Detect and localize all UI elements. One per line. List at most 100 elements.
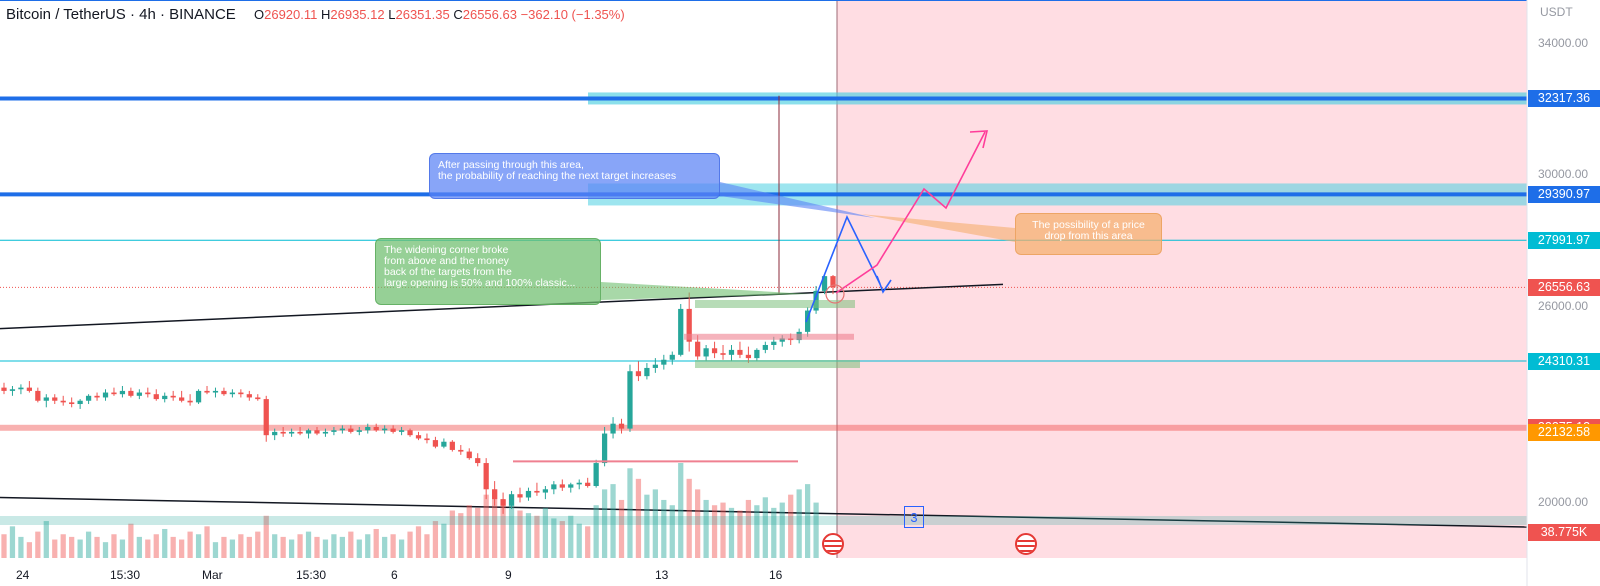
candle-body [398, 430, 405, 432]
volume-bar [280, 536, 286, 558]
symbol-title[interactable]: Bitcoin / TetherUS · 4h · BINANCE [6, 6, 236, 23]
future-zone [837, 0, 1527, 558]
support-box-green [695, 360, 860, 369]
volume-bar [136, 536, 142, 558]
projection-arrowhead-pink [969, 130, 989, 149]
bar-count-badge[interactable]: 3 [904, 506, 924, 528]
candle-body [221, 390, 227, 395]
candle-body [162, 395, 168, 400]
high-value: 26935.12 [330, 7, 385, 22]
candle-body [373, 426, 379, 431]
volume-bar [745, 499, 752, 558]
volume-bar [356, 539, 362, 558]
volume-bar [813, 502, 819, 558]
x-axis-tick-label: 24 [16, 568, 30, 582]
projection-path-blue [805, 215, 881, 323]
candle-body [204, 390, 210, 393]
price-label-22132-58[interactable]: 22132.58 [1528, 423, 1600, 441]
candle-body [69, 402, 75, 405]
volume-bar [678, 463, 684, 558]
volume-bar [737, 510, 743, 558]
close-value: 26556.63 [462, 7, 517, 22]
candle-body [534, 490, 540, 493]
us-flag-event-icon[interactable] [822, 533, 844, 555]
candle-body [415, 435, 422, 439]
candle-body [441, 441, 447, 447]
candle-body [601, 433, 608, 464]
candle-body [593, 463, 599, 487]
volume-bar [661, 499, 667, 558]
volume-bar [695, 489, 701, 558]
candle-body [331, 430, 337, 432]
candle-body [390, 428, 396, 432]
volume-bar [339, 536, 345, 558]
candle-body [305, 430, 312, 434]
volume-bar [711, 505, 718, 558]
chart-header: Bitcoin / TetherUS · 4h · BINANCE O26920… [6, 6, 625, 23]
volume-bar [52, 539, 58, 558]
annotation-blue-note[interactable]: After passing through this area, the pro… [429, 153, 720, 199]
candle-body [644, 367, 650, 377]
volume-bar [263, 515, 269, 558]
candle-body [720, 353, 726, 355]
volume-bar [9, 526, 16, 558]
volume-bar [128, 523, 134, 558]
candle-body [288, 431, 295, 434]
candle-body [52, 397, 58, 401]
price-label-32317-36[interactable]: 32317.36 [1528, 89, 1600, 107]
volume-bar [517, 510, 523, 558]
open-value: 26920.11 [264, 7, 318, 22]
volume-bar [18, 536, 24, 558]
volume-bar [466, 505, 472, 558]
price-label-24310-31[interactable]: 24310.31 [1528, 352, 1600, 370]
candle-body [255, 397, 261, 400]
volume-bar [398, 539, 405, 558]
candle-body [246, 394, 252, 398]
volume-bar [179, 539, 185, 558]
volume-bar [272, 534, 278, 558]
volume-bar [407, 531, 413, 558]
price-label-27991-97[interactable]: 27991.97 [1528, 231, 1600, 249]
candle-body [102, 392, 109, 398]
annotation-green-note[interactable]: The widening corner broke from above and… [375, 238, 601, 305]
price-label-26556-63[interactable]: 26556.63 [1528, 278, 1600, 296]
volume-bar [238, 534, 244, 558]
volume-bar [314, 536, 320, 558]
x-axis-tick-label: 9 [505, 568, 512, 582]
candle-body [661, 359, 667, 365]
candle-body [728, 349, 735, 355]
support-zone-22275 [0, 424, 1527, 431]
volume-bar [373, 528, 379, 558]
annotation-orange-note[interactable]: The possibility of a price drop from thi… [1015, 213, 1162, 255]
candle-body [382, 428, 388, 431]
candle-body [542, 489, 549, 493]
volume-bar [534, 515, 540, 558]
projection-arrowhead-blue [876, 275, 892, 294]
volume-bar [69, 536, 75, 558]
volume-bar [627, 468, 633, 558]
volume-bar [686, 478, 692, 558]
candle-body [762, 344, 768, 350]
volume-bar [424, 534, 430, 558]
candle-body [348, 428, 354, 432]
ohlc-readout: O26920.11 H26935.12 L26351.35 C26556.63 … [253, 7, 625, 22]
price-label-29390-97[interactable]: 29390.97 [1528, 185, 1600, 203]
volume-bar [102, 542, 109, 558]
candle-body [365, 426, 371, 431]
volume-bar [94, 536, 100, 558]
volume-bar [652, 489, 658, 558]
volume-bar [475, 507, 481, 558]
us-flag-event-icon[interactable] [1015, 533, 1037, 555]
candle-body [35, 390, 41, 401]
volume-bar [593, 505, 599, 558]
volume-bar [542, 507, 549, 558]
candle-body [805, 310, 811, 332]
candle-body [678, 308, 684, 355]
candle-body [94, 395, 100, 398]
candle-body [297, 431, 303, 434]
volume-bar [255, 531, 261, 558]
volume-value-label[interactable]: 38.775K [1528, 524, 1600, 541]
candle-body [356, 430, 362, 432]
candle-body [1, 387, 7, 391]
